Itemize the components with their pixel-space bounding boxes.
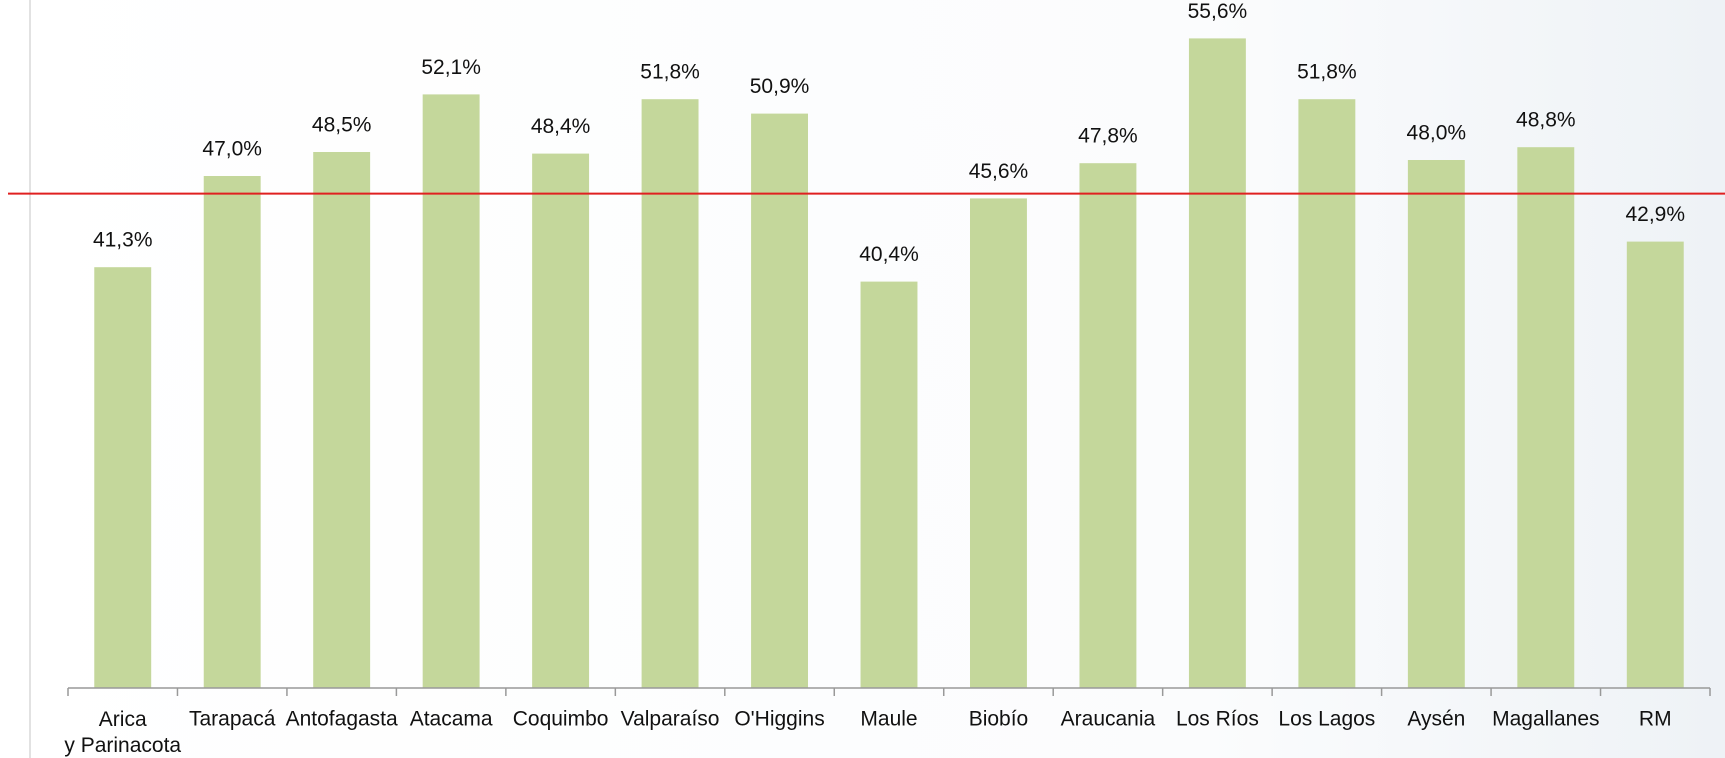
bar — [860, 281, 918, 688]
data-label: 50,9% — [750, 75, 810, 98]
bar — [1517, 147, 1575, 688]
data-label: 51,8% — [1297, 61, 1357, 84]
bar — [94, 267, 152, 688]
x-tick-label: Magallanes — [1492, 708, 1599, 731]
data-label: 40,4% — [859, 243, 919, 266]
x-tick-label: Los Ríos — [1176, 708, 1259, 731]
data-label: 42,9% — [1625, 203, 1685, 226]
x-tick-label: Los Lagos — [1278, 708, 1375, 731]
bar — [1188, 38, 1246, 688]
x-tick-label: Arica y Parinacota — [64, 708, 181, 757]
bar — [1407, 160, 1465, 688]
data-label: 48,0% — [1407, 122, 1467, 145]
x-tick-label: Atacama — [410, 708, 493, 731]
x-tick-label: RM — [1639, 708, 1672, 731]
x-tick-label: Aysén — [1407, 708, 1465, 731]
data-label: 48,8% — [1516, 109, 1576, 132]
bar — [203, 176, 261, 688]
data-label: 45,6% — [969, 160, 1029, 183]
data-label: 48,5% — [312, 114, 372, 137]
data-label: 48,4% — [531, 115, 591, 138]
bar — [313, 152, 371, 688]
x-tick-label: Tarapacá — [189, 708, 276, 731]
data-label: 47,8% — [1078, 125, 1138, 148]
x-tick-label: Maule — [860, 708, 917, 731]
bar — [970, 198, 1027, 688]
data-label: 47,0% — [202, 138, 262, 161]
x-tick-label: Biobío — [969, 708, 1029, 731]
bar — [641, 99, 699, 688]
bar — [532, 153, 590, 689]
bar — [1626, 241, 1684, 688]
x-tick-label: Valparaíso — [621, 708, 720, 731]
data-label: 52,1% — [421, 56, 481, 79]
x-tick-label: Araucania — [1061, 708, 1156, 731]
data-label: 55,6% — [1188, 0, 1248, 23]
x-tick-label: Antofagasta — [286, 708, 398, 731]
bar — [751, 113, 808, 689]
data-label: 41,3% — [93, 229, 153, 252]
x-tick-label: Coquimbo — [513, 708, 609, 731]
data-label: 51,8% — [640, 61, 700, 84]
bar — [422, 94, 480, 688]
x-tick-label: O'Higgins — [734, 708, 824, 731]
bar — [1298, 99, 1356, 688]
bar — [1079, 163, 1137, 688]
